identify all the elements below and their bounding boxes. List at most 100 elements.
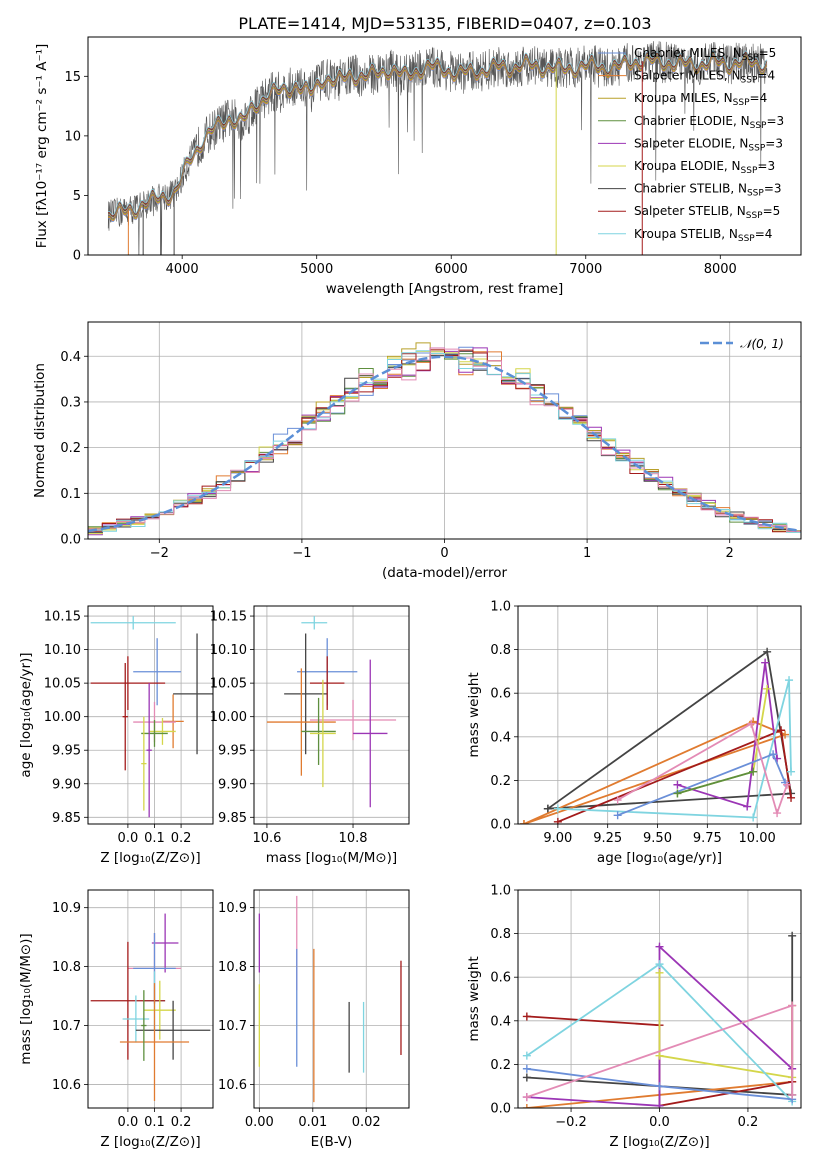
y-tick-label: 5 xyxy=(73,189,81,204)
y-tick-label: 10.15 xyxy=(210,610,247,625)
x-axis-label: Z [log₁₀(Z/Z⊙)] xyxy=(100,1134,200,1150)
y-tick-label: 9.95 xyxy=(218,744,247,759)
y-tick-label: 10.9 xyxy=(52,901,81,916)
x-tick-label: 0.00 xyxy=(245,1115,274,1130)
x-axis-label: wavelength [Angstrom, rest frame] xyxy=(326,281,564,297)
axes-frame xyxy=(517,605,802,825)
spectrum-model-line xyxy=(108,52,768,218)
weight-marker xyxy=(673,789,682,798)
panel-weight-vs-Z: −0.2 0.0 0.2 0.0 0.2 0.4 0.6 0.8 1.0 Z [log₁₀(Z/Z… xyxy=(466,884,802,1150)
x-tick-label: 0.1 xyxy=(144,1115,165,1130)
x-tick-label: 0.0 xyxy=(118,1115,139,1130)
weight-marker xyxy=(655,960,664,969)
spectrum-model-line xyxy=(108,54,768,220)
figure-title: PLATE=1414, MJD=53135, FIBERID=0407, z=0… xyxy=(238,14,651,33)
y-tick-label: 0 xyxy=(73,249,81,264)
panel-mass-vs-EBV: 0.00 0.01 0.02 10.6 10.7 10.8 10.9 E(B-V) xyxy=(218,889,410,1150)
spectrum-legend: Chabrier MILES, NSSP=5 Salpeter MILES, NS… xyxy=(598,46,784,244)
errorbar-point xyxy=(284,633,328,755)
weight-marker xyxy=(522,1064,531,1073)
errorbar-point xyxy=(301,697,336,765)
panel-mass-vs-Z: 0.0 0.1 0.2 10.6 10.7 10.8 10.9 Z [log₁₀(Z/Z⊙)]… xyxy=(18,889,214,1150)
panel-age-vs-mass: 10.6 10.8 9.85 9.90 9.95 10.00 10.05 10.10 10.15… xyxy=(210,605,410,866)
plot-area xyxy=(90,913,211,1101)
weight-marker xyxy=(788,1090,797,1099)
x-tick-label: 0.2 xyxy=(171,1115,192,1130)
errorbar-point xyxy=(173,633,213,755)
errorbar-point xyxy=(122,663,128,771)
weight-marker xyxy=(522,1012,531,1021)
x-tick-label: 0.1 xyxy=(144,831,165,846)
x-axis-label: mass [log₁₀(M/M⊙)] xyxy=(266,850,397,866)
spectrum-model-line xyxy=(108,51,768,217)
weight-marker xyxy=(788,931,797,940)
x-axis-label: Z [log₁₀(Z/Z⊙)] xyxy=(100,850,200,866)
y-tick-label: 9.95 xyxy=(52,744,81,759)
errorbar-point xyxy=(309,656,345,710)
legend-entry: Salpeter STELIB, NSSP=5 xyxy=(634,204,780,221)
y-tick-label: 10.7 xyxy=(218,1019,247,1034)
errorbar-point xyxy=(301,616,328,630)
y-tick-label: 0.6 xyxy=(490,687,511,702)
errorbar-point xyxy=(133,638,182,706)
y-tick-label: 15 xyxy=(64,70,81,85)
gaussian-curve xyxy=(88,355,801,533)
x-tick-label: 0.02 xyxy=(352,1115,381,1130)
legend-entry: 𝒩(0, 1) xyxy=(740,337,784,351)
weight-marker xyxy=(553,817,562,824)
y-tick-label: 0.2 xyxy=(490,774,511,789)
errorbar-point xyxy=(162,694,184,749)
weight-marker xyxy=(655,968,664,977)
x-tick-label: 0.0 xyxy=(649,1115,670,1130)
plot-area xyxy=(107,41,768,255)
weight-line xyxy=(557,679,792,819)
y-tick-label: 0.8 xyxy=(490,643,511,658)
x-axis-label: (data-model)/error xyxy=(382,565,508,581)
panel-spectrum: 4000 5000 6000 7000 8000 0 5 10 15 wavelength [An… xyxy=(34,36,802,297)
weight-line xyxy=(547,650,793,810)
weight-series xyxy=(522,1001,797,1102)
x-axis-label: age [log₁₀(age/yr)] xyxy=(597,850,722,866)
x-tick-label: 0.2 xyxy=(171,831,192,846)
weight-line xyxy=(658,972,793,1079)
x-tick-label: 0 xyxy=(440,546,448,561)
x-tick-label: −2 xyxy=(150,546,169,561)
weight-marker xyxy=(519,820,528,824)
x-tick-label: 0.2 xyxy=(738,1115,759,1130)
y-tick-label: 9.90 xyxy=(218,777,247,792)
y-tick-label: 0.0 xyxy=(490,1102,511,1117)
y-tick-label: 10.6 xyxy=(52,1078,81,1093)
y-axis-label: Flux [fλ10⁻¹⁷ erg cm⁻² s⁻¹ A⁻¹] xyxy=(34,44,50,249)
y-axis-label: mass [log₁₀(M/M⊙)] xyxy=(18,933,34,1064)
weight-marker xyxy=(522,1073,531,1082)
y-tick-label: 10 xyxy=(64,129,81,144)
y-tick-label: 0.6 xyxy=(490,971,511,986)
weight-marker xyxy=(655,1082,664,1091)
x-tick-label: 9.00 xyxy=(543,831,572,846)
legend-entry: Chabrier MILES, NSSP=5 xyxy=(634,46,776,63)
errorbar-point xyxy=(353,659,388,808)
errorbar-point xyxy=(141,990,147,1061)
spectrum-model-line xyxy=(108,52,768,217)
weight-marker xyxy=(769,750,778,759)
weight-series xyxy=(553,676,796,822)
errorbar-point xyxy=(151,913,179,973)
weight-marker xyxy=(787,767,796,776)
plot-area xyxy=(519,647,796,824)
x-tick-label: 10.00 xyxy=(739,831,776,846)
weight-marker xyxy=(655,942,664,951)
x-axis-label: E(B-V) xyxy=(311,1134,353,1150)
spectrum-model-line xyxy=(108,57,768,222)
y-tick-label: 0.3 xyxy=(60,395,81,410)
weight-line xyxy=(617,722,788,817)
weight-series xyxy=(673,767,758,798)
y-tick-label: 10.05 xyxy=(210,677,247,692)
y-axis-label: mass weight xyxy=(466,672,482,757)
panel-weight-vs-age: 9.00 9.25 9.50 9.75 10.00 0.0 0.2 0.4 0.6 0.8 1.0 a… xyxy=(466,600,802,866)
y-tick-label: 0.4 xyxy=(60,350,81,365)
x-tick-label: 1 xyxy=(583,546,591,561)
x-tick-label: −1 xyxy=(292,546,311,561)
y-tick-label: 10.15 xyxy=(44,610,81,625)
weight-marker xyxy=(522,1104,531,1108)
